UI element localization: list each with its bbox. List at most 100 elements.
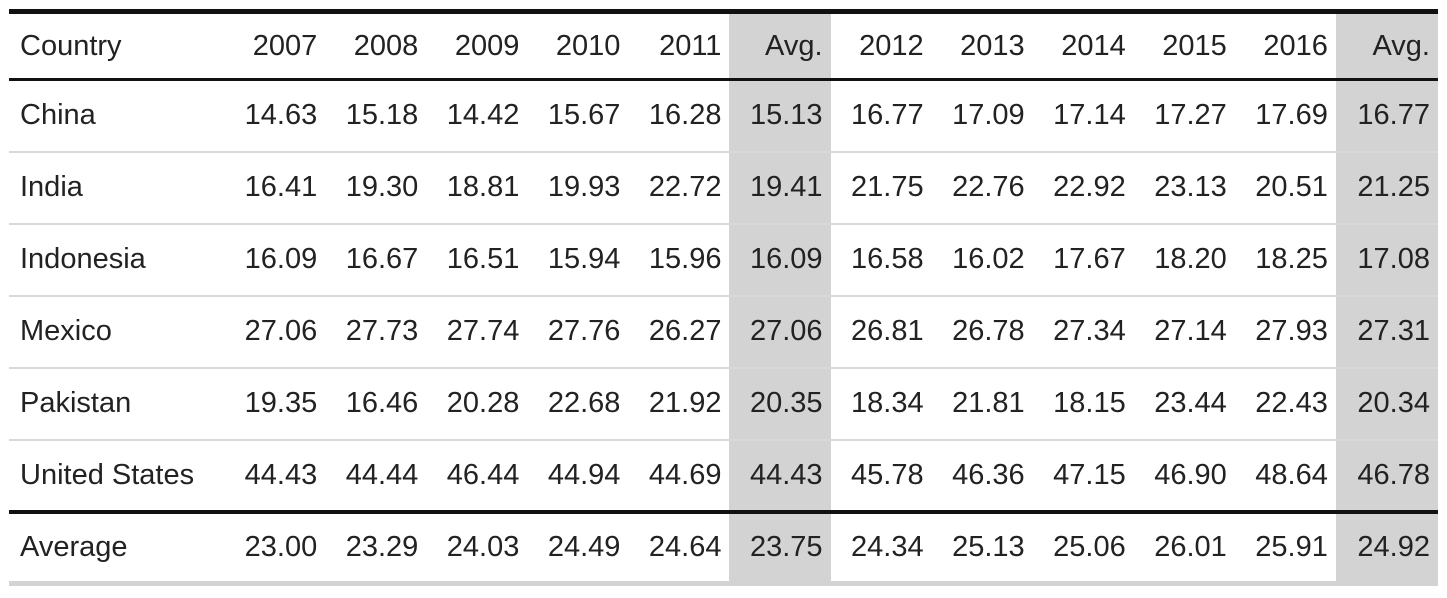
value-cell: 16.77: [830, 79, 932, 153]
value-cell: 17.69: [1234, 79, 1336, 153]
table-body: China 14.63 15.18 14.42 15.67 16.28 15.13 16.77…: [9, 79, 1438, 586]
country-cell: Pakistan: [9, 367, 225, 441]
value-cell: 18.81: [426, 151, 528, 225]
average-row: Average 23.00 23.29 24.03 24.49 24.64 23.75 24.…: [9, 509, 1438, 586]
table-row-mexico: Mexico 27.06 27.73 27.74 27.76 26.27 27.06 26.8…: [9, 295, 1438, 369]
value-cell: 15.94: [527, 223, 629, 297]
value-cell: 18.34: [830, 367, 932, 441]
country-cell: Mexico: [9, 295, 225, 369]
average-value-cell: 23.29: [325, 509, 427, 586]
value-cell: 46.78: [1335, 439, 1438, 513]
value-cell: 15.13: [729, 79, 831, 153]
value-cell: 45.78: [830, 439, 932, 513]
value-cell: 21.75: [830, 151, 932, 225]
country-cell: United States: [9, 439, 225, 513]
value-cell: 16.67: [325, 223, 427, 297]
header-avg: Avg.: [1335, 9, 1438, 81]
value-cell: 16.28: [628, 79, 730, 153]
value-cell: 44.69: [628, 439, 730, 513]
value-cell: 46.44: [426, 439, 528, 513]
value-cell: 16.09: [224, 223, 326, 297]
value-cell: 17.14: [1032, 79, 1134, 153]
header-country: Country: [9, 9, 225, 81]
value-cell: 27.14: [1133, 295, 1235, 369]
data-table-container: Country 2007 2008 2009 2010 2011 Avg. 2012 2013 2…: [9, 9, 1438, 586]
value-cell: 20.51: [1234, 151, 1336, 225]
value-cell: 16.09: [729, 223, 831, 297]
value-cell: 46.90: [1133, 439, 1235, 513]
value-cell: 17.27: [1133, 79, 1235, 153]
average-value-cell: 25.06: [1032, 509, 1134, 586]
average-label: Average: [9, 509, 225, 586]
value-cell: 16.51: [426, 223, 528, 297]
value-cell: 17.09: [931, 79, 1033, 153]
country-cell: Indonesia: [9, 223, 225, 297]
header-year-2011: 2011: [628, 9, 730, 81]
header-year-2015: 2015: [1133, 9, 1235, 81]
country-cell: India: [9, 151, 225, 225]
value-cell: 44.44: [325, 439, 427, 513]
value-cell: 14.42: [426, 79, 528, 153]
value-cell: 18.15: [1032, 367, 1134, 441]
value-cell: 15.67: [527, 79, 629, 153]
table-row-united-states: United States 44.43 44.44 46.44 44.94 44.69 44…: [9, 439, 1438, 513]
value-cell: 27.31: [1335, 295, 1438, 369]
table-row-pakistan: Pakistan 19.35 16.46 20.28 22.68 21.92 20.35 18…: [9, 367, 1438, 441]
value-cell: 18.25: [1234, 223, 1336, 297]
value-cell: 14.63: [224, 79, 326, 153]
value-cell: 47.15: [1032, 439, 1134, 513]
average-value-cell: 24.49: [527, 509, 629, 586]
value-cell: 17.08: [1335, 223, 1438, 297]
value-cell: 20.28: [426, 367, 528, 441]
value-cell: 21.25: [1335, 151, 1438, 225]
value-cell: 44.43: [729, 439, 831, 513]
value-cell: 27.06: [729, 295, 831, 369]
value-cell: 27.73: [325, 295, 427, 369]
header-year-2009: 2009: [426, 9, 528, 81]
value-cell: 19.35: [224, 367, 326, 441]
value-cell: 20.34: [1335, 367, 1438, 441]
table-row-china: China 14.63 15.18 14.42 15.67 16.28 15.13 16.77…: [9, 79, 1438, 153]
value-cell: 44.94: [527, 439, 629, 513]
value-cell: 22.76: [931, 151, 1033, 225]
value-cell: 16.02: [931, 223, 1033, 297]
value-cell: 27.06: [224, 295, 326, 369]
header-avg: Avg.: [729, 9, 831, 81]
table-row-indonesia: Indonesia 16.09 16.67 16.51 15.94 15.96 16.09 1…: [9, 223, 1438, 297]
value-cell: 22.43: [1234, 367, 1336, 441]
value-cell: 27.34: [1032, 295, 1134, 369]
value-cell: 22.92: [1032, 151, 1134, 225]
average-value-cell: 24.03: [426, 509, 528, 586]
value-cell: 23.13: [1133, 151, 1235, 225]
value-cell: 19.41: [729, 151, 831, 225]
value-cell: 27.93: [1234, 295, 1336, 369]
header-year-2016: 2016: [1234, 9, 1336, 81]
value-cell: 16.46: [325, 367, 427, 441]
header-year-2007: 2007: [224, 9, 326, 81]
table-row-india: India 16.41 19.30 18.81 19.93 22.72 19.41 21.75…: [9, 151, 1438, 225]
average-value-cell: 23.00: [224, 509, 326, 586]
value-cell: 21.81: [931, 367, 1033, 441]
header-year-2014: 2014: [1032, 9, 1134, 81]
value-cell: 15.96: [628, 223, 730, 297]
header-year-2013: 2013: [931, 9, 1033, 81]
average-value-cell: 23.75: [729, 509, 831, 586]
value-cell: 18.20: [1133, 223, 1235, 297]
value-cell: 26.81: [830, 295, 932, 369]
average-value-cell: 25.13: [931, 509, 1033, 586]
value-cell: 20.35: [729, 367, 831, 441]
country-cell: China: [9, 79, 225, 153]
data-table: Country 2007 2008 2009 2010 2011 Avg. 2012 2013 2…: [9, 9, 1438, 586]
value-cell: 16.41: [224, 151, 326, 225]
value-cell: 21.92: [628, 367, 730, 441]
value-cell: 27.76: [527, 295, 629, 369]
value-cell: 16.58: [830, 223, 932, 297]
average-value-cell: 26.01: [1133, 509, 1235, 586]
value-cell: 19.30: [325, 151, 427, 225]
header-year-2012: 2012: [830, 9, 932, 81]
value-cell: 27.74: [426, 295, 528, 369]
average-value-cell: 25.91: [1234, 509, 1336, 586]
value-cell: 16.77: [1335, 79, 1438, 153]
value-cell: 46.36: [931, 439, 1033, 513]
value-cell: 26.27: [628, 295, 730, 369]
